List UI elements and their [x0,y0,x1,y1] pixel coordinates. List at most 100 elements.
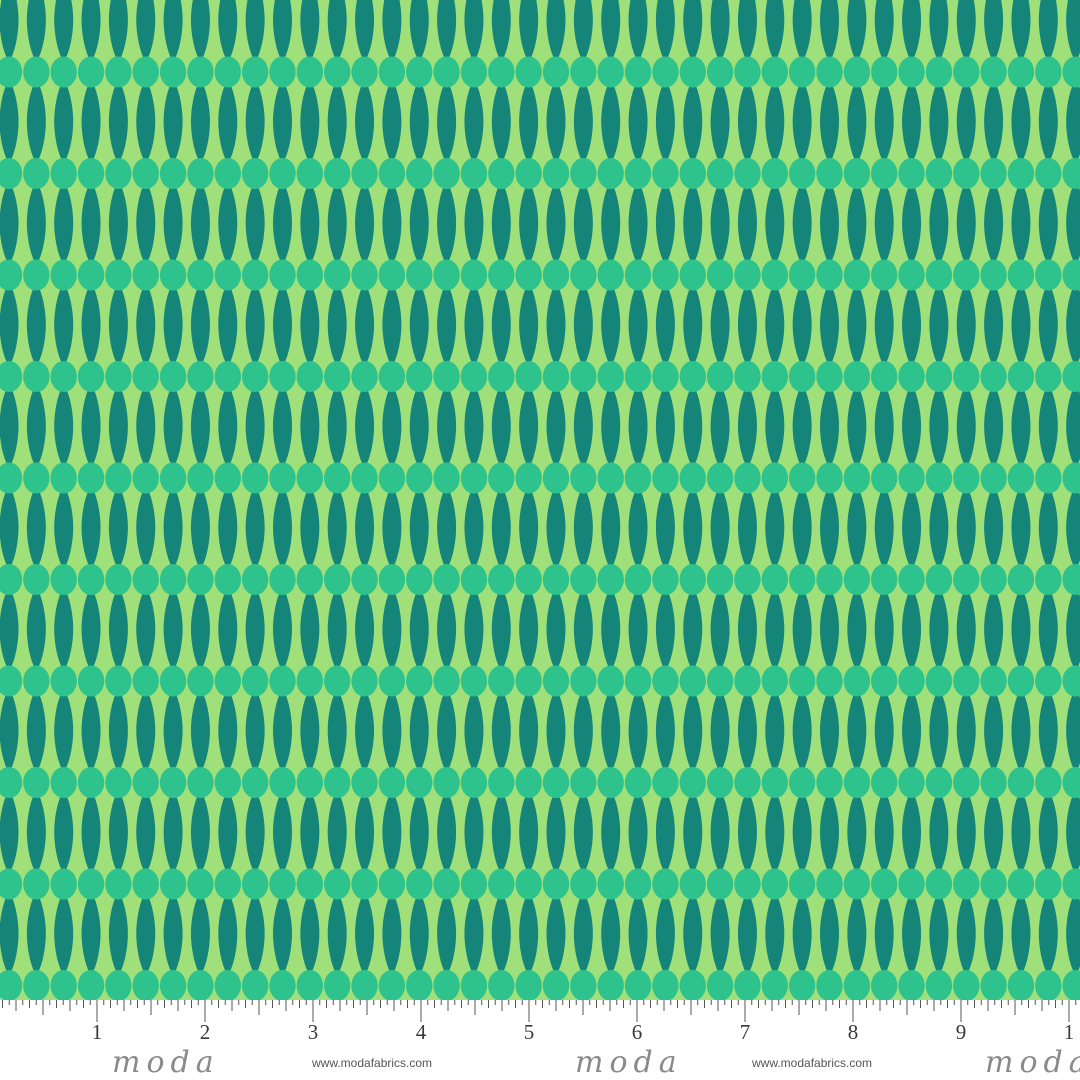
teardrop-shape [847,0,867,62]
oval-shape [1007,56,1035,88]
teardrop-shape [984,790,1004,874]
teardrop-shape [573,181,593,265]
teardrop-shape [792,790,812,874]
oval-shape [706,564,734,595]
oval-shape [788,259,816,291]
teardrop-shape [1066,688,1080,773]
oval-shape [0,361,23,392]
oval-shape [624,767,652,798]
teardrop-shape [355,79,375,164]
oval-shape [488,361,515,392]
teardrop-shape [0,282,19,367]
teardrop-shape [273,282,292,367]
teardrop-shape [382,485,402,570]
oval-shape [515,259,542,291]
teardrop-shape [54,79,74,164]
oval-shape [433,767,460,798]
teardrop-shape [929,282,949,367]
teardrop-shape [26,587,46,671]
teardrop-shape [0,790,19,874]
oval-shape [1062,767,1080,798]
teardrop-shape [382,587,402,671]
oval-shape [679,970,706,1000]
oval-shape [953,56,980,88]
oval-shape [241,361,269,392]
teardrop-shape [245,485,265,570]
teardrop-shape [956,181,976,265]
teardrop-shape [710,0,730,62]
oval-shape [925,767,953,798]
teardrop-shape [984,79,1004,164]
oval-shape [734,970,761,1000]
teardrop-shape [190,79,210,164]
teardrop-shape [26,688,46,773]
oval-shape [132,665,159,697]
oval-shape [788,462,816,494]
teardrop-shape [546,891,566,976]
teardrop-shape [300,181,320,265]
teardrop-shape [464,790,484,874]
oval-shape [296,158,324,189]
teardrop-shape [737,587,757,671]
teardrop-shape [573,282,593,367]
teardrop-shape [273,587,292,671]
oval-shape [624,259,652,291]
oval-shape [460,259,488,291]
oval-shape [871,665,898,697]
oval-shape [734,767,761,798]
oval-shape [406,564,433,595]
teardrop-shape [683,790,703,874]
teardrop-shape [136,891,156,976]
teardrop-shape [54,282,74,367]
teardrop-shape [1038,790,1058,874]
teardrop-shape [573,79,593,164]
oval-shape [269,665,296,697]
oval-shape [1062,462,1080,494]
oval-shape [241,158,269,189]
oval-shape [269,361,296,392]
oval-shape [679,564,706,595]
oval-shape [406,462,433,494]
oval-shape [214,361,241,392]
oval-shape [816,868,843,900]
teardrop-shape [628,384,648,468]
oval-shape [542,665,570,697]
teardrop-shape [491,485,511,570]
teardrop-shape [519,485,539,570]
oval-shape [679,767,706,798]
oval-shape [488,56,515,88]
teardrop-shape [437,384,457,468]
oval-shape [925,361,953,392]
teardrop-shape [437,790,457,874]
teardrop-shape [737,891,757,976]
oval-shape [77,564,105,595]
teardrop-shape [409,891,429,976]
oval-shape [570,564,597,595]
teardrop-shape [163,181,183,265]
teardrop-shape [765,485,785,570]
oval-shape [406,361,433,392]
oval-shape [132,259,159,291]
teardrop-shape [355,891,375,976]
oval-shape [105,462,132,494]
oval-shape [433,56,460,88]
teardrop-shape [792,688,812,773]
teardrop-shape [26,891,46,976]
teardrop-shape [847,891,867,976]
teardrop-shape [218,0,238,62]
teardrop-shape [136,384,156,468]
oval-shape [515,564,542,595]
teardrop-shape [956,0,976,62]
oval-shape [788,868,816,900]
oval-shape [488,259,515,291]
ruler-ticks [2,1000,1077,1022]
teardrop-shape [190,384,210,468]
teardrop-shape [54,891,74,976]
oval-shape [542,158,570,189]
teardrop-shape [0,688,19,773]
oval-shape [460,56,488,88]
oval-shape [1062,564,1080,595]
oval-shape [706,868,734,900]
teardrop-shape [327,181,347,265]
teardrop-shape [245,891,265,976]
